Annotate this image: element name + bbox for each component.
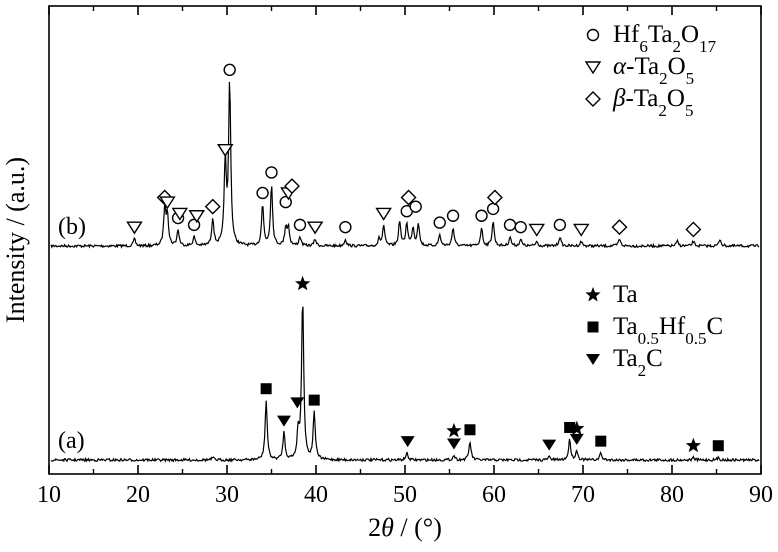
filled-square-marker: [260, 383, 272, 395]
trace-b: [50, 81, 760, 249]
open-circle-marker: [486, 202, 500, 216]
open-circle-marker: [339, 220, 352, 234]
filled-star-marker: [295, 275, 311, 291]
trace-label-b: (b): [58, 214, 86, 240]
open-diamond-marker: [400, 189, 417, 206]
open-circle-marker: [446, 209, 460, 222]
open-diamond-marker: [486, 189, 503, 206]
legend-entry-tahfc: Ta0.5Hf0.5C: [613, 313, 723, 348]
open-down-triangle-marker: [188, 210, 206, 224]
open-circle-marker: [223, 63, 236, 77]
open-down-triangle-marker: [216, 143, 234, 157]
x-tick-label: 90: [749, 482, 773, 508]
open-down-triangle-marker: [528, 223, 545, 237]
x-tick-label: 50: [393, 482, 417, 508]
filled-square-marker: [308, 394, 320, 406]
filled-down-triangle-marker: [586, 354, 600, 365]
filled-down-triangle-marker: [542, 439, 557, 451]
filled-square-marker: [587, 321, 599, 333]
filled-down-triangle-marker: [400, 436, 415, 448]
filled-star-marker: [569, 420, 585, 436]
trace-label-a: (a): [58, 428, 85, 454]
open-diamond-marker: [283, 178, 300, 195]
x-tick-label: 40: [304, 482, 328, 508]
x-tick-label: 30: [215, 482, 239, 508]
x-tick-label: 10: [37, 482, 61, 508]
peak-markers: [126, 63, 724, 453]
x-axis-tick-labels: 10 20 30 40 50 60 70 80 90: [37, 482, 773, 508]
trace-a: [50, 306, 760, 463]
open-circle-marker: [256, 186, 269, 200]
x-tick-label: 80: [660, 482, 684, 508]
filled-star-marker: [685, 437, 701, 453]
x-tick-label: 60: [482, 482, 506, 508]
x-tick-label: 20: [126, 482, 150, 508]
legend-entry-ta: Ta: [613, 281, 638, 308]
open-down-triangle-marker: [126, 221, 143, 235]
open-down-triangle-marker: [171, 207, 189, 221]
open-down-triangle-marker: [159, 196, 176, 210]
filled-square-marker: [712, 440, 724, 452]
filled-down-triangle-marker: [290, 397, 305, 409]
x-axis-ticks: [48, 6, 762, 474]
open-circle-marker: [514, 220, 527, 234]
filled-down-triangle-marker: [446, 438, 461, 450]
filled-star-marker: [446, 422, 462, 438]
open-down-triangle-marker: [306, 221, 324, 235]
filled-down-triangle-marker: [569, 433, 584, 445]
diffraction-traces: [50, 81, 760, 463]
x-axis-label: 2θ / (°): [368, 513, 442, 542]
trace-labels: (b) (a): [58, 214, 86, 454]
open-diamond-marker: [204, 198, 221, 215]
open-circle-marker: [265, 166, 278, 179]
x-tick-label: 70: [571, 482, 595, 508]
y-axis-label: Intensity / (a.u.): [1, 157, 30, 323]
open-circle-marker: [409, 200, 422, 213]
open-diamond-marker: [585, 91, 601, 107]
filled-down-triangle-marker: [276, 415, 291, 427]
legend-entry-beta: β-Ta2O5: [612, 85, 693, 120]
open-circle-marker: [586, 28, 600, 42]
open-down-triangle-marker: [375, 207, 392, 221]
open-circle-marker: [433, 216, 446, 229]
open-diamond-marker: [685, 221, 702, 238]
filled-square-marker: [564, 421, 576, 433]
legend-entry-alpha: α-Ta2O5: [613, 53, 694, 88]
open-circle-marker: [293, 218, 307, 232]
open-circle-marker: [553, 218, 567, 232]
open-circle-marker: [475, 209, 488, 222]
open-diamond-marker: [611, 219, 628, 236]
legend-entry-hf: Hf6Ta2O17: [613, 21, 717, 56]
open-down-triangle-marker: [584, 61, 602, 75]
filled-square-marker: [464, 424, 476, 436]
filled-square-marker: [595, 435, 607, 447]
filled-star-marker: [585, 287, 601, 302]
legend-entry-ta2c: Ta2C: [613, 345, 663, 380]
open-down-triangle-marker: [572, 223, 590, 237]
open-circle-marker: [503, 218, 517, 232]
